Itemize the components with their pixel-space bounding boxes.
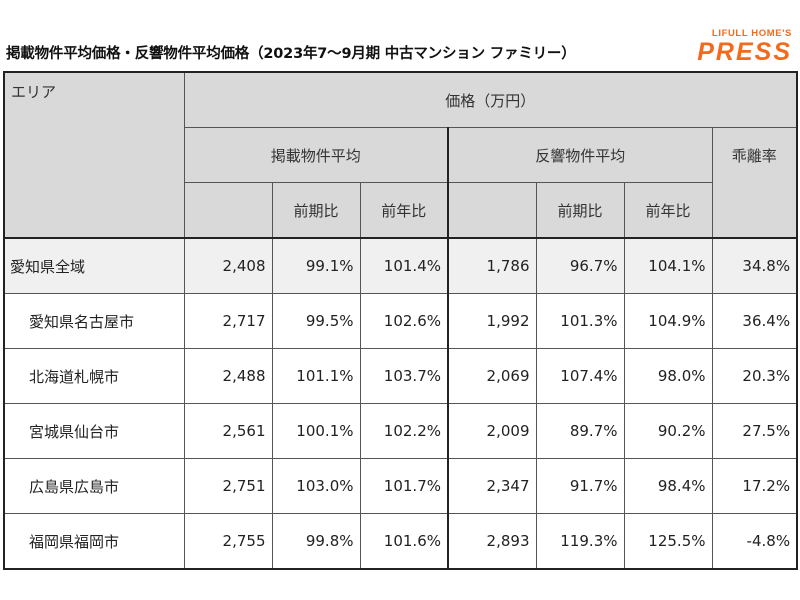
table-row: 北海道札幌市 2,488 101.1% 103.7% 2,069 107.4% … (3, 348, 799, 404)
response-price: 2,893 (447, 513, 537, 570)
listed-yoy: 102.6% (359, 293, 449, 349)
header-listed-blank (183, 182, 273, 239)
listed-qoq: 100.1% (271, 403, 361, 459)
header-listed-avg: 掲載物件平均 (183, 127, 449, 183)
listed-qoq: 99.5% (271, 293, 361, 349)
header-listed-qoq: 前期比 (271, 182, 361, 239)
response-yoy: 98.4% (623, 458, 713, 514)
price-table: エリア 価格（万円） 掲載物件平均 反響物件平均 乖離率 前期比 前年比 前期比… (3, 71, 799, 570)
response-yoy: 104.9% (623, 293, 713, 349)
area-name: 広島県広島市 (3, 458, 185, 514)
header-price: 価格（万円） (183, 71, 799, 128)
area-name: 北海道札幌市 (3, 348, 185, 404)
response-qoq: 119.3% (535, 513, 625, 570)
listed-price: 2,717 (183, 293, 273, 349)
response-yoy: 125.5% (623, 513, 713, 570)
area-name: 愛知県名古屋市 (3, 293, 185, 349)
table-row: 愛知県名古屋市 2,717 99.5% 102.6% 1,992 101.3% … (3, 293, 799, 349)
table-row: 宮城県仙台市 2,561 100.1% 102.2% 2,009 89.7% 9… (3, 403, 799, 459)
listed-qoq: 99.8% (271, 513, 361, 570)
brand-logo: LIFULL HOME'S PRESS (697, 28, 792, 65)
divergence-rate: 36.4% (711, 293, 799, 349)
listed-qoq: 101.1% (271, 348, 361, 404)
listed-yoy: 101.6% (359, 513, 449, 570)
header-response-blank (447, 182, 537, 239)
response-qoq: 89.7% (535, 403, 625, 459)
response-qoq: 107.4% (535, 348, 625, 404)
table-row: 広島県広島市 2,751 103.0% 101.7% 2,347 91.7% 9… (3, 458, 799, 514)
response-qoq: 101.3% (535, 293, 625, 349)
response-yoy: 104.1% (623, 237, 713, 294)
header-listed-yoy: 前年比 (359, 182, 449, 239)
response-qoq: 96.7% (535, 237, 625, 294)
area-name: 愛知県全域 (3, 237, 185, 294)
header-response-avg: 反響物件平均 (447, 127, 713, 183)
response-qoq: 91.7% (535, 458, 625, 514)
divergence-rate: 34.8% (711, 237, 799, 294)
area-name: 宮城県仙台市 (3, 403, 185, 459)
header-response-yoy: 前年比 (623, 182, 713, 239)
response-price: 1,992 (447, 293, 537, 349)
response-price: 2,347 (447, 458, 537, 514)
listed-price: 2,755 (183, 513, 273, 570)
listed-yoy: 102.2% (359, 403, 449, 459)
logo-wordmark: PRESS (697, 38, 792, 66)
listed-qoq: 99.1% (271, 237, 361, 294)
listed-yoy: 101.7% (359, 458, 449, 514)
listed-price: 2,408 (183, 237, 273, 294)
response-price: 1,786 (447, 237, 537, 294)
divergence-rate: 17.2% (711, 458, 799, 514)
divergence-rate: 20.3% (711, 348, 799, 404)
response-price: 2,009 (447, 403, 537, 459)
response-yoy: 98.0% (623, 348, 713, 404)
header-divergence: 乖離率 (711, 127, 799, 239)
listed-price: 2,488 (183, 348, 273, 404)
response-price: 2,069 (447, 348, 537, 404)
area-name: 福岡県福岡市 (3, 513, 185, 570)
listed-yoy: 101.4% (359, 237, 449, 294)
response-yoy: 90.2% (623, 403, 713, 459)
page-title: 掲載物件平均価格・反響物件平均価格（2023年7～9月期 中古マンション ファミ… (6, 46, 576, 62)
listed-yoy: 103.7% (359, 348, 449, 404)
divergence-rate: -4.8% (711, 513, 799, 570)
listed-price: 2,561 (183, 403, 273, 459)
listed-price: 2,751 (183, 458, 273, 514)
table-row: 愛知県全域 2,408 99.1% 101.4% 1,786 96.7% 104… (3, 237, 799, 294)
table-row: 福岡県福岡市 2,755 99.8% 101.6% 2,893 119.3% 1… (3, 513, 799, 570)
listed-qoq: 103.0% (271, 458, 361, 514)
header-area: エリア (3, 71, 185, 239)
logo-tagline: LIFULL HOME'S (711, 28, 792, 39)
divergence-rate: 27.5% (711, 403, 799, 459)
header-response-qoq: 前期比 (535, 182, 625, 239)
